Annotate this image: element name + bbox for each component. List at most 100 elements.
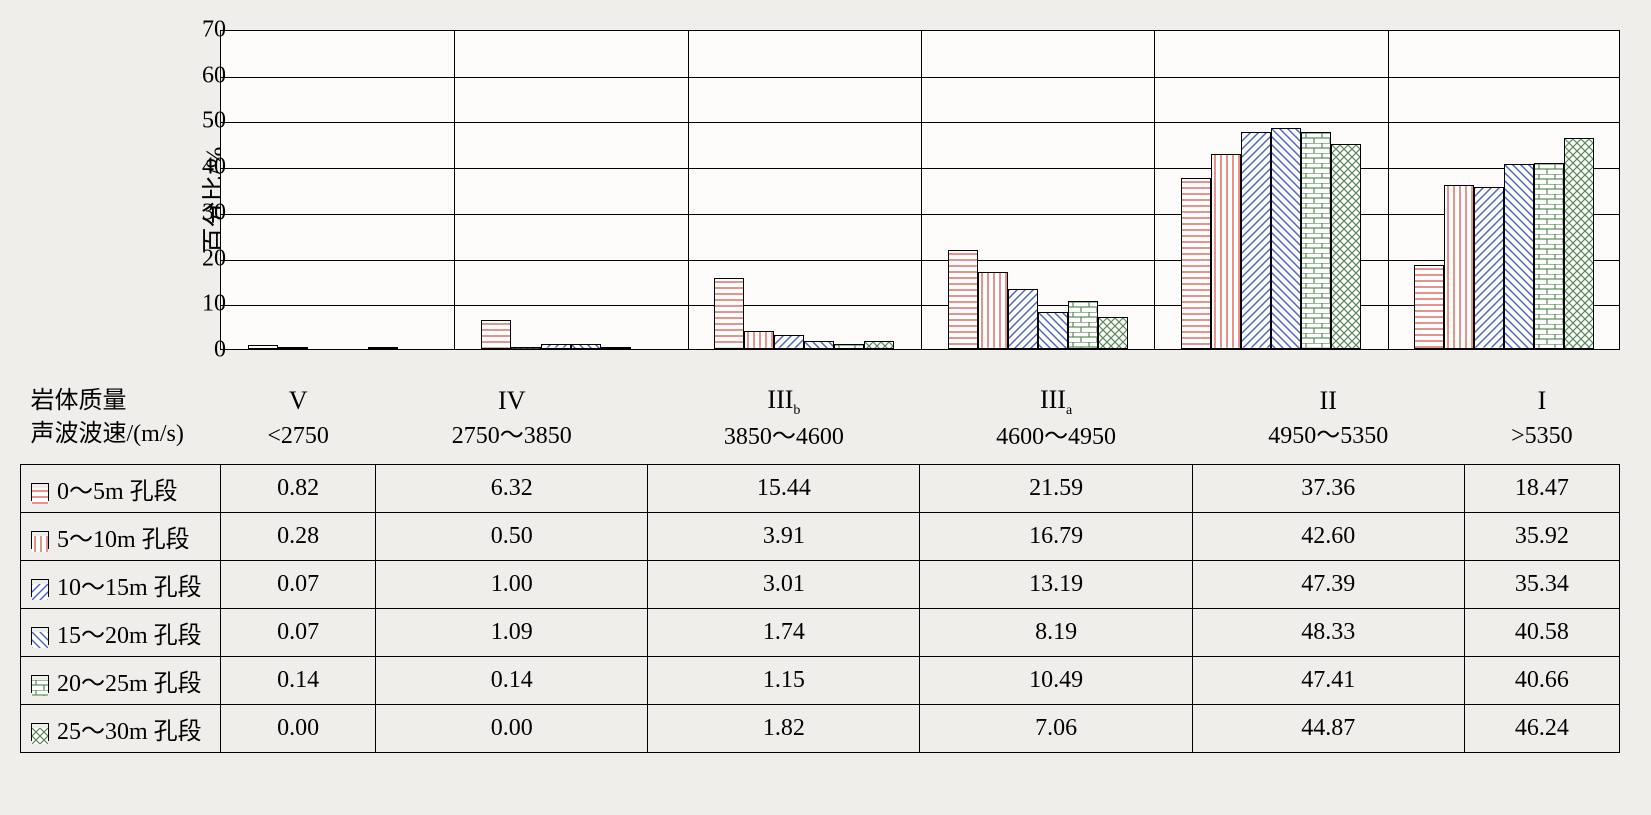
- data-cell: 0.00: [376, 705, 648, 753]
- ytick-label: 50: [202, 108, 226, 135]
- bar: [744, 331, 774, 349]
- cat-4: II4950～5350: [1192, 380, 1464, 465]
- data-cell: 37.36: [1192, 465, 1464, 513]
- data-cell: 0.28: [221, 513, 376, 561]
- bar: [1098, 317, 1128, 349]
- bar: [278, 347, 308, 349]
- series-label: 20～25m 孔段: [21, 657, 221, 705]
- series-label: 0～5m 孔段: [21, 465, 221, 513]
- data-cell: 46.24: [1464, 705, 1619, 753]
- bar: [511, 347, 541, 349]
- data-cell: 3.91: [648, 513, 920, 561]
- legend-swatch-icon: [31, 579, 49, 597]
- bar: [481, 320, 511, 349]
- cat-1: IV2750～3850: [376, 380, 648, 465]
- bar: [1038, 312, 1068, 349]
- table-row: 15～20m 孔段0.071.091.748.1948.3340.58: [21, 609, 1620, 657]
- ytick-label: 20: [202, 245, 226, 272]
- ytick-label: 70: [202, 17, 226, 44]
- data-cell: 35.34: [1464, 561, 1619, 609]
- data-cell: 1.00: [376, 561, 648, 609]
- bar: [1564, 138, 1594, 349]
- cat-0: V<2750: [221, 380, 376, 465]
- cat-5: I>5350: [1464, 380, 1619, 465]
- bar: [1211, 154, 1241, 349]
- table-row: 20～25m 孔段0.140.141.1510.4947.4140.66: [21, 657, 1620, 705]
- data-cell: 10.49: [920, 657, 1192, 705]
- bar: [248, 345, 278, 349]
- cat-3: IIIa4600～4950: [920, 380, 1192, 465]
- legend-swatch-icon: [31, 723, 49, 741]
- ytick-label: 10: [202, 291, 226, 318]
- bar: [1414, 265, 1444, 349]
- data-cell: 7.06: [920, 705, 1192, 753]
- bar: [864, 341, 894, 349]
- data-cell: 40.58: [1464, 609, 1619, 657]
- data-cell: 40.66: [1464, 657, 1619, 705]
- ytick-label: 0: [214, 337, 226, 364]
- series-label: 10～15m 孔段: [21, 561, 221, 609]
- bar: [601, 347, 631, 349]
- data-cell: 1.15: [648, 657, 920, 705]
- ytick-label: 60: [202, 62, 226, 89]
- bar: [1331, 144, 1361, 349]
- data-cell: 35.92: [1464, 513, 1619, 561]
- table-row: 5～10m 孔段0.280.503.9116.7942.6035.92: [21, 513, 1620, 561]
- data-cell: 1.74: [648, 609, 920, 657]
- legend-swatch-icon: [31, 483, 49, 501]
- ytick-label: 30: [202, 199, 226, 226]
- bar: [1008, 289, 1038, 349]
- legend-swatch-icon: [31, 675, 49, 693]
- data-cell: 42.60: [1192, 513, 1464, 561]
- data-cell: 0.82: [221, 465, 376, 513]
- bar: [1271, 128, 1301, 349]
- category-header-row: 岩体质量 声波波速/(m/s) V<2750 IV2750～3850 IIIb3…: [21, 380, 1620, 465]
- bar: [1068, 301, 1098, 349]
- data-cell: 0.14: [376, 657, 648, 705]
- legend-swatch-icon: [31, 531, 49, 549]
- data-cell: 0.14: [221, 657, 376, 705]
- data-cell: 18.47: [1464, 465, 1619, 513]
- data-cell: 21.59: [920, 465, 1192, 513]
- bar: [714, 278, 744, 349]
- ytick-label: 40: [202, 154, 226, 181]
- data-cell: 44.87: [1192, 705, 1464, 753]
- bar: [1181, 178, 1211, 349]
- bar: [774, 335, 804, 349]
- bar: [571, 344, 601, 349]
- table-row: 0～5m 孔段0.826.3215.4421.5937.3618.47: [21, 465, 1620, 513]
- series-label: 15～20m 孔段: [21, 609, 221, 657]
- data-cell: 6.32: [376, 465, 648, 513]
- data-cell: 1.09: [376, 609, 648, 657]
- cat-2: IIIb3850～4600: [648, 380, 920, 465]
- legend-swatch-icon: [31, 627, 49, 645]
- data-cell: 13.19: [920, 561, 1192, 609]
- bar: [804, 341, 834, 349]
- bar: [948, 250, 978, 349]
- data-cell: 47.39: [1192, 561, 1464, 609]
- data-cell: 0.07: [221, 609, 376, 657]
- table-row: 10～15m 孔段0.071.003.0113.1947.3935.34: [21, 561, 1620, 609]
- data-cell: 16.79: [920, 513, 1192, 561]
- chart-plot-area: 百分比/%: [220, 20, 1631, 380]
- bar: [978, 272, 1008, 349]
- data-cell: 1.82: [648, 705, 920, 753]
- data-cell: 47.41: [1192, 657, 1464, 705]
- data-cell: 0.50: [376, 513, 648, 561]
- table-row: 25～30m 孔段0.000.001.827.0644.8746.24: [21, 705, 1620, 753]
- series-label: 25～30m 孔段: [21, 705, 221, 753]
- data-cell: 0.00: [221, 705, 376, 753]
- data-cell: 3.01: [648, 561, 920, 609]
- bar: [1241, 132, 1271, 349]
- chart-container: 百分比/%: [20, 20, 1631, 753]
- bar: [1301, 132, 1331, 349]
- series-label: 5～10m 孔段: [21, 513, 221, 561]
- bar: [1504, 164, 1534, 350]
- bar: [1444, 185, 1474, 349]
- data-table: 岩体质量 声波波速/(m/s) V<2750 IV2750～3850 IIIb3…: [20, 380, 1620, 753]
- data-cell: 0.07: [221, 561, 376, 609]
- bar: [834, 344, 864, 349]
- row-header-categories: 岩体质量 声波波速/(m/s): [21, 380, 221, 465]
- data-cell: 15.44: [648, 465, 920, 513]
- plot-region: [220, 30, 1620, 350]
